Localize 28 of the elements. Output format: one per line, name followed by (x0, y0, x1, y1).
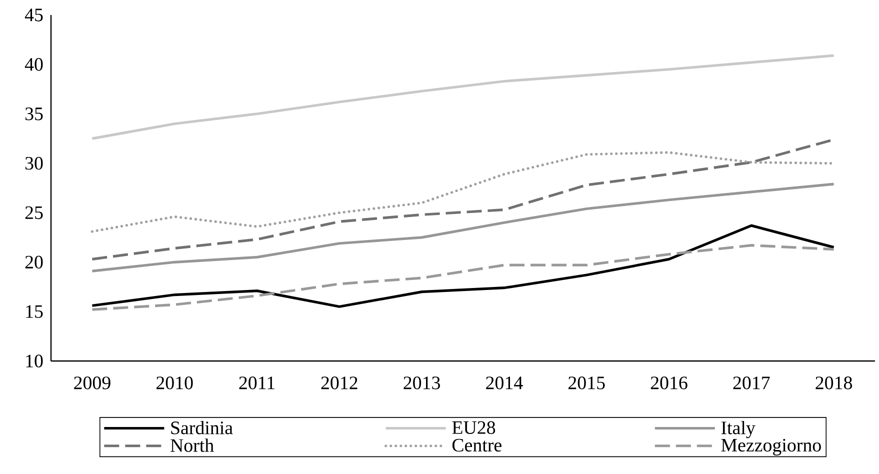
line-series (90, 54, 836, 140)
x-tick-label: 2017 (733, 376, 770, 390)
legend-label: Italy (721, 420, 756, 438)
y-tick-label: 30 (25, 156, 43, 170)
x-tick-label: 2011 (239, 376, 274, 390)
x-tick-label: 2013 (404, 376, 440, 390)
x-tick-label: 2018 (816, 376, 852, 390)
legend-label: Centre (452, 438, 502, 452)
x-tick-label: 2010 (156, 376, 193, 390)
legend-label: North (170, 438, 214, 452)
y-tick-label: 45 (24, 8, 43, 22)
line-series (90, 224, 836, 308)
line-series (90, 244, 836, 311)
legend-label: Mezzogiorno (721, 438, 821, 456)
line-series (90, 182, 836, 272)
y-tick-label: 15 (26, 305, 43, 318)
x-tick-label: 2014 (486, 376, 523, 390)
legend-label: Sardinia (171, 420, 233, 434)
y-tick-label: 20 (25, 256, 43, 269)
x-tick-label: 2012 (321, 376, 358, 390)
y-tick-label: 35 (25, 108, 43, 120)
x-tick-label: 2016 (650, 376, 688, 390)
x-tick-label: 2009 (74, 376, 110, 390)
y-tick-label: 40 (24, 58, 43, 71)
y-tick-label: 10 (26, 354, 43, 368)
legend-label: EU28 (452, 421, 496, 434)
y-tick-label: 25 (25, 206, 43, 220)
x-tick-label: 2015 (568, 376, 605, 390)
